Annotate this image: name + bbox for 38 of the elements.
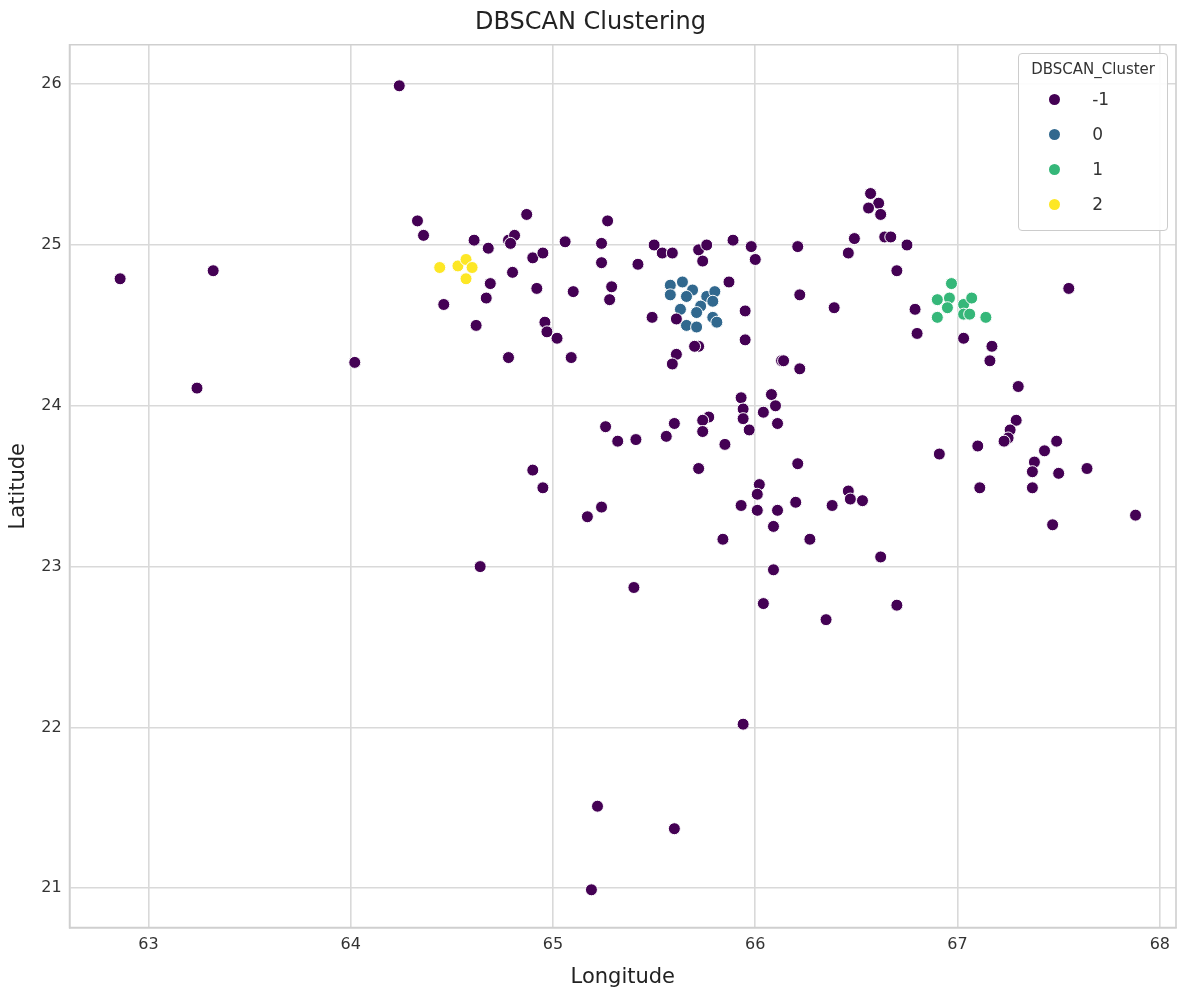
- legend-label: 1: [1092, 159, 1104, 180]
- point: [465, 261, 479, 275]
- point: [930, 293, 944, 307]
- y-tick-label: 25: [41, 234, 62, 254]
- point: [963, 307, 977, 321]
- point: [940, 301, 954, 315]
- x-axis-title: Longitude: [570, 963, 676, 988]
- point: [979, 310, 993, 324]
- point: [706, 294, 720, 308]
- point: [930, 310, 944, 324]
- y-axis-title: Latitude: [5, 442, 30, 530]
- x-tick-label: 63: [138, 934, 159, 954]
- y-tick-label: 24: [41, 394, 62, 414]
- point: [680, 289, 693, 303]
- point: [673, 302, 687, 316]
- point: [690, 320, 704, 334]
- point: [459, 272, 473, 286]
- point: [433, 261, 447, 275]
- point: [965, 291, 979, 305]
- legend-label: 2: [1092, 194, 1104, 215]
- point: [710, 315, 724, 329]
- point: [944, 277, 958, 291]
- y-tick-label: 23: [41, 555, 62, 575]
- legend-title: DBSCAN_Cluster: [1031, 59, 1155, 78]
- x-tick-label: 64: [340, 934, 361, 954]
- x-tick-label: 65: [542, 934, 564, 954]
- legend-label: 0: [1092, 124, 1104, 145]
- point: [690, 306, 704, 320]
- x-tick-label: 66: [745, 934, 766, 954]
- x-tick-label: 67: [947, 934, 968, 954]
- y-tick-label: 21: [41, 877, 62, 897]
- point: [663, 288, 677, 302]
- y-tick-label: 26: [41, 73, 62, 93]
- legend-label: -1: [1092, 89, 1110, 110]
- y-tick-label: 22: [41, 716, 62, 736]
- x-tick-label: 68: [1149, 934, 1170, 954]
- chart-title: DBSCAN Clustering: [475, 6, 706, 35]
- point: [675, 275, 689, 289]
